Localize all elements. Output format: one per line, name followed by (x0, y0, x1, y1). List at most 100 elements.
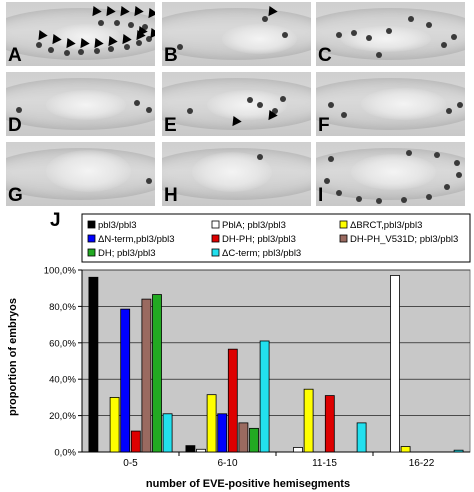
y-tick-label: 60,0% (49, 338, 76, 349)
legend-entry-label: ΔC-term; pbl3/pbl3 (222, 248, 301, 259)
stained-nucleus (108, 46, 114, 52)
stained-nucleus (324, 178, 330, 184)
bar (185, 445, 196, 453)
legend-swatch (211, 248, 220, 257)
panel-letter-e: E (164, 115, 177, 136)
micrograph-panel-c: C (316, 2, 465, 66)
legend-swatch (339, 220, 348, 229)
x-tick-label: 16-22 (409, 458, 435, 469)
stained-nucleus (356, 196, 362, 202)
stained-nucleus (328, 102, 334, 108)
plot-background (81, 269, 471, 453)
embryo-center-glow (361, 88, 446, 120)
panel-letter-d: D (8, 115, 22, 136)
embryo-center-glow (351, 154, 436, 190)
panel-letter-a: A (8, 45, 22, 66)
x-tick-label: 11-15 (312, 458, 337, 469)
stained-nucleus (146, 36, 152, 42)
micrograph-panel-h: H (162, 142, 311, 206)
micrograph-panel-b: B (162, 2, 311, 66)
bar (390, 275, 400, 453)
y-tick-label: 80,0% (49, 302, 76, 313)
stained-nucleus (262, 16, 268, 22)
panel-letter-f: F (318, 115, 330, 136)
stained-nucleus (454, 160, 460, 166)
stained-nucleus (434, 152, 440, 158)
legend-entry-label: pbl3/pbl3 (98, 220, 137, 231)
stained-nucleus (124, 44, 130, 50)
panel-letter-c: C (318, 45, 332, 66)
stained-nucleus (114, 20, 120, 26)
stained-nucleus (177, 44, 183, 50)
stained-nucleus (128, 22, 134, 28)
panel-letter-i: I (318, 185, 324, 206)
micrograph-panel-g: G (6, 142, 155, 206)
stained-nucleus (401, 197, 407, 203)
stained-nucleus (146, 178, 152, 184)
stained-nucleus (336, 32, 342, 38)
legend-entry-label: DH-PH_V531D; pbl3/pbl3 (350, 234, 458, 245)
bar (259, 340, 270, 453)
y-tick-label: 40,0% (49, 375, 76, 386)
micrograph-panel-f: F (316, 72, 465, 136)
bar-chart: pbl3/pbl3 PblA; pbl3/pbl3 ΔBRCT,pbl3/pbl3 Δ… (7, 213, 471, 490)
stained-nucleus (426, 194, 432, 200)
bar (453, 449, 464, 453)
stained-nucleus (451, 34, 457, 40)
bar (120, 308, 131, 453)
stained-nucleus (426, 22, 432, 28)
legend-swatch (87, 220, 96, 229)
bar (130, 430, 141, 453)
legend-swatch (87, 248, 96, 257)
stained-nucleus (98, 20, 104, 26)
panel-letter-g: G (8, 185, 23, 206)
bar (162, 413, 173, 453)
stained-nucleus (257, 102, 263, 108)
stained-nucleus (48, 47, 54, 53)
legend-swatch (211, 220, 220, 229)
bar (249, 427, 259, 453)
stained-nucleus (456, 172, 462, 178)
stained-nucleus (408, 16, 414, 22)
bar (141, 298, 152, 453)
stained-nucleus (444, 184, 450, 190)
legend-box (81, 213, 471, 263)
x-axis-label: number of EVE-positive hemisegments (146, 478, 350, 490)
bar (400, 446, 411, 453)
micrograph-panel-e: E (162, 72, 311, 136)
stained-nucleus (441, 42, 447, 48)
stained-nucleus (64, 50, 70, 56)
stained-nucleus (94, 48, 100, 54)
embryo-center-glow (51, 24, 121, 50)
stained-nucleus (187, 108, 193, 114)
stained-nucleus (446, 108, 452, 114)
legend-entry-label: ΔN-term,pbl3/pbl3 (98, 234, 175, 245)
embryo-center-glow (207, 90, 287, 120)
legend-entry-label: DH; pbl3/pbl3 (98, 248, 156, 259)
y-tick-label: 20,0% (49, 411, 76, 422)
x-tick-label: 6-10 (217, 458, 237, 469)
stained-nucleus (247, 97, 253, 103)
micrograph-panel-i: I (316, 142, 465, 206)
bar (238, 422, 249, 453)
legend-swatch (211, 234, 220, 243)
bar (324, 395, 335, 453)
bar (88, 276, 99, 453)
stained-nucleus (341, 112, 347, 118)
panel-letter-b: B (164, 45, 178, 66)
micrograph-panel-a: A (6, 2, 155, 66)
stained-nucleus (272, 108, 278, 114)
stained-nucleus (282, 32, 288, 38)
bar (206, 394, 217, 453)
legend-entry-label: ΔBRCT,pbl3/pbl3 (350, 220, 422, 231)
x-tick-label: 0-5 (123, 458, 138, 469)
panel-letter-h: H (164, 185, 178, 206)
bar (293, 447, 303, 453)
stained-nucleus (457, 102, 463, 108)
stained-nucleus (146, 107, 152, 113)
micrograph-panel-d: D (6, 72, 155, 136)
stained-nucleus (376, 198, 382, 204)
stained-nucleus (16, 107, 22, 113)
y-tick-label: 0,0% (54, 448, 76, 459)
bar (356, 422, 367, 453)
